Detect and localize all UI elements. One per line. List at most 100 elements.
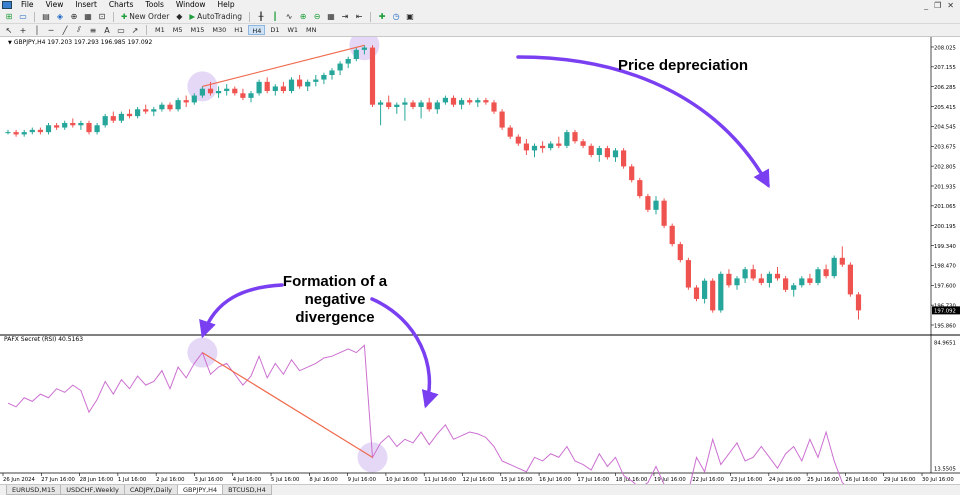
bull-candle bbox=[718, 273, 724, 311]
menu-insert[interactable]: Insert bbox=[75, 0, 97, 9]
timeframe-w1[interactable]: W1 bbox=[287, 26, 299, 34]
minimize-icon[interactable]: _ bbox=[924, 0, 929, 10]
bull-candle bbox=[118, 113, 124, 121]
menu-tools[interactable]: Tools bbox=[145, 0, 164, 9]
bear-candle bbox=[572, 132, 578, 142]
timeframe-m15[interactable]: M15 bbox=[190, 26, 205, 34]
new-order-label: New Order bbox=[129, 12, 170, 21]
price-tick-label: 201.935 bbox=[934, 184, 956, 190]
app-icon bbox=[2, 1, 12, 9]
bear-candle bbox=[143, 109, 149, 112]
rsi-line bbox=[7, 344, 845, 484]
price-divergence-line bbox=[202, 44, 365, 88]
menu-window[interactable]: Window bbox=[175, 0, 206, 9]
autotrading-button[interactable]: ▶ AutoTrading bbox=[187, 11, 244, 22]
bear-candle bbox=[232, 88, 238, 94]
zoom-out-icon[interactable]: ⊖ bbox=[313, 12, 321, 21]
timeframe-m1[interactable]: M1 bbox=[155, 26, 165, 34]
line-chart-icon[interactable]: ∿ bbox=[285, 12, 293, 21]
terminal-icon[interactable]: ▦ bbox=[84, 12, 92, 21]
close-icon[interactable]: ✕ bbox=[947, 0, 954, 10]
time-tick-label: 12 Jul 16:00 bbox=[463, 477, 495, 483]
data-window-icon[interactable]: ◈ bbox=[56, 12, 64, 21]
label-icon[interactable]: ▭ bbox=[117, 25, 125, 35]
time-tick-label: 10 Jul 16:00 bbox=[386, 477, 418, 483]
candles bbox=[5, 45, 862, 320]
bull-candle bbox=[224, 88, 230, 91]
vertical-line-icon[interactable]: │ bbox=[34, 25, 40, 35]
bull-candle bbox=[191, 95, 197, 103]
time-tick-label: 8 Jul 16:00 bbox=[309, 477, 338, 483]
tab-eurusd-m15[interactable]: EURUSD,M15 bbox=[6, 485, 62, 495]
indicators-icon[interactable]: ✚ bbox=[378, 12, 386, 21]
timeframe-h1[interactable]: H1 bbox=[234, 26, 244, 34]
bar-chart-icon[interactable]: ╫ bbox=[258, 12, 264, 21]
tile-windows-icon[interactable]: ▦ bbox=[327, 12, 335, 21]
market-watch-icon[interactable]: ▤ bbox=[42, 12, 50, 21]
bear-candle bbox=[37, 129, 43, 133]
timeframe-m5[interactable]: M5 bbox=[172, 26, 183, 34]
zoom-in-icon[interactable]: ⊕ bbox=[299, 12, 307, 21]
bear-candle bbox=[758, 278, 764, 283]
tab-btcusd-h4[interactable]: BTCUSD,H4 bbox=[222, 485, 272, 495]
price-tick-label: 204.545 bbox=[934, 125, 956, 131]
new-order-button[interactable]: ✚ New Order bbox=[119, 11, 171, 22]
profiles-icon[interactable]: ▭ bbox=[19, 12, 27, 21]
bear-candle bbox=[750, 269, 756, 279]
bear-candle bbox=[467, 100, 473, 103]
time-tick-label: 3 Jul 16:00 bbox=[194, 477, 223, 483]
timeframe-mn[interactable]: MN bbox=[306, 26, 317, 34]
tab-gbpjpy-h4[interactable]: GBPJPY,H4 bbox=[176, 485, 224, 495]
chart-window[interactable]: 208.025 207.155 206.285 205.415 204.545 203.6… bbox=[0, 37, 960, 484]
bear-candle bbox=[13, 132, 19, 135]
tester-icon[interactable]: ⊡ bbox=[98, 12, 106, 21]
timeframe-h4[interactable]: H4 bbox=[248, 25, 266, 35]
bear-candle bbox=[588, 145, 594, 155]
navigator-icon[interactable]: ⊕ bbox=[70, 12, 78, 21]
bull-candle bbox=[313, 79, 319, 82]
auto-scroll-icon[interactable]: ⇥ bbox=[341, 12, 349, 21]
templates-icon[interactable]: ▣ bbox=[406, 12, 414, 21]
arrows-icon[interactable]: ↗ bbox=[131, 25, 139, 35]
channel-icon[interactable]: ⫽ bbox=[77, 25, 81, 34]
menu-help[interactable]: Help bbox=[217, 0, 235, 9]
chart-shift-icon[interactable]: ⇤ bbox=[355, 12, 363, 21]
candlestick-icon[interactable]: ┃ bbox=[272, 12, 278, 21]
bull-candle bbox=[394, 104, 400, 107]
menu-view[interactable]: View bbox=[45, 0, 64, 9]
bear-candle bbox=[264, 81, 270, 91]
time-tick-label: 26 Jun 2024 bbox=[3, 477, 35, 483]
bear-candle bbox=[426, 102, 432, 110]
chart-canvas[interactable]: 208.025 207.155 206.285 205.415 204.545 203.6… bbox=[0, 37, 960, 484]
metaeditor-icon[interactable]: ◆ bbox=[176, 12, 183, 21]
new-chart-icon[interactable]: ⊞ bbox=[5, 12, 13, 21]
tab-usdchf-weekly[interactable]: USDCHF,Weekly bbox=[60, 485, 125, 495]
bear-candle bbox=[280, 86, 286, 91]
text-icon[interactable]: A bbox=[104, 25, 110, 35]
menu-charts[interactable]: Charts bbox=[108, 0, 134, 9]
time-tick-label: 25 Jul 16:00 bbox=[807, 477, 839, 483]
trendline-icon[interactable]: ╱ bbox=[62, 25, 68, 35]
time-tick-label: 4 Jul 16:00 bbox=[233, 477, 262, 483]
bear-candle bbox=[855, 294, 862, 311]
menu-file[interactable]: File bbox=[21, 0, 34, 9]
bull-candle bbox=[653, 200, 659, 210]
price-tick-label: 205.415 bbox=[934, 105, 956, 111]
bear-candle bbox=[661, 200, 667, 226]
tab-cadjpy-daily[interactable]: CADJPY,Daily bbox=[123, 485, 178, 495]
time-tick-label: 29 Jul 16:00 bbox=[884, 477, 916, 483]
horizontal-line-icon[interactable]: ─ bbox=[48, 25, 54, 35]
annotation-price-depreciation: Price depreciation bbox=[618, 57, 749, 74]
bull-candle bbox=[288, 79, 295, 91]
restore-icon[interactable]: ❐ bbox=[934, 0, 942, 10]
timeframe-m30[interactable]: M30 bbox=[212, 26, 227, 34]
rsi-tick-label: 84.9651 bbox=[934, 340, 956, 346]
timeframe-d1[interactable]: D1 bbox=[270, 26, 280, 34]
cursor-icon[interactable]: ↖ bbox=[5, 25, 13, 35]
fibonacci-icon[interactable]: ≡ bbox=[89, 25, 97, 35]
time-tick-label: 18 Jul 16:00 bbox=[616, 477, 648, 483]
periods-icon[interactable]: ◷ bbox=[392, 12, 400, 21]
time-tick-label: 28 Jun 16:00 bbox=[80, 477, 114, 483]
bear-candle bbox=[604, 148, 610, 158]
crosshair-icon[interactable]: + bbox=[19, 25, 27, 35]
